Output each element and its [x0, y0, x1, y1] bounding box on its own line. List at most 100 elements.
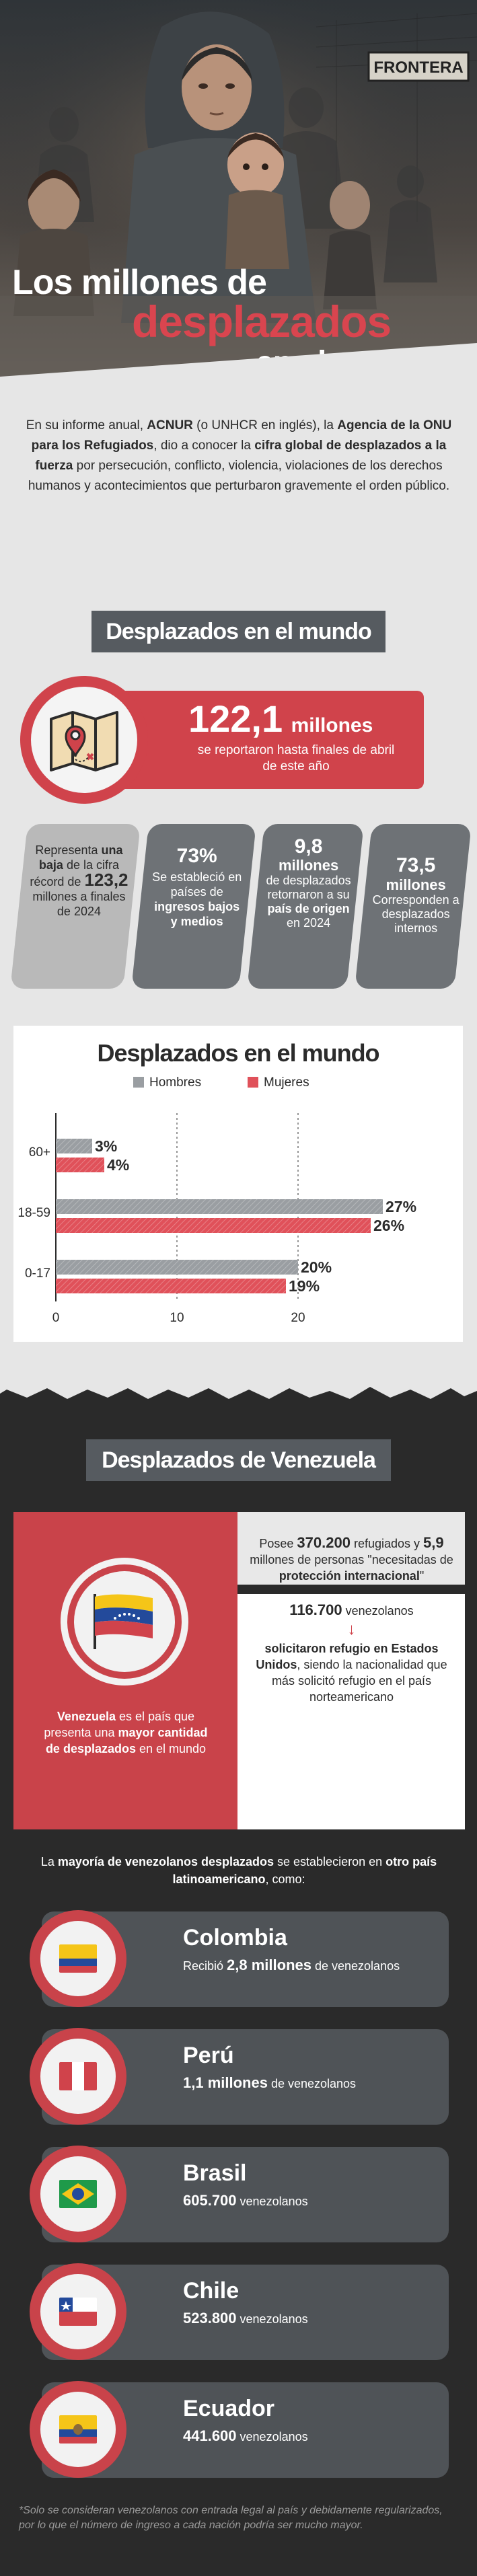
countries-lead: La mayoría de venezolanos desplazados se…	[40, 1853, 437, 1888]
country-name: Chile	[183, 2278, 240, 2304]
card-number: 123,2	[84, 870, 129, 890]
text: , como:	[265, 1872, 305, 1886]
x-tick-label: 0	[52, 1311, 60, 1325]
text: millones de personas "necesitadas de	[250, 1553, 453, 1566]
flag-badge	[30, 1910, 126, 2007]
text: es el país que presenta una	[44, 1710, 195, 1739]
card-bold: país de origen	[267, 902, 350, 915]
country-desc: 523.800 venezolanos	[183, 2310, 425, 2327]
chart-title: Desplazados en el mundo	[97, 1039, 379, 1067]
card-text: en 2024	[287, 916, 331, 930]
card-text: de desplazados retornaron a su	[266, 874, 351, 901]
section-title-world: Desplazados en el mundo	[91, 611, 386, 652]
text: venezolanos	[236, 2195, 308, 2208]
text: venezolanos	[342, 1604, 414, 1618]
venezuela-usa-box	[237, 1594, 465, 1829]
card-number: 73%	[176, 845, 217, 867]
country-value: 605.700	[183, 2192, 237, 2209]
stat-card-3: 9,8 millones de desplazados retornaron a…	[247, 824, 364, 989]
intro-text: por persecución, conflicto, violencia, v…	[28, 459, 450, 493]
card-unit: millones	[278, 857, 339, 874]
card-text: Se estableció en países de	[152, 870, 242, 899]
card-text: millones a finales de 2024	[32, 890, 126, 918]
bar-mujeres	[56, 1218, 371, 1233]
country-name: Perú	[183, 2043, 234, 2068]
peru-flag-icon	[59, 2062, 97, 2090]
intro-text: , dio a conocer la	[153, 439, 255, 453]
map-icon	[50, 711, 118, 771]
hero-title-line2: desplazados	[132, 297, 392, 346]
text: de venezolanos	[267, 2077, 357, 2090]
data-label: 20%	[301, 1258, 332, 1276]
data-label: 26%	[373, 1217, 404, 1234]
text-bold: protección internacional	[279, 1569, 420, 1583]
bar-chart: Desplazados en el mundo Hombres Mujeres 0 10…	[17, 1039, 416, 1325]
venezuela-main-text: Venezuela es el país que presenta una ma…	[42, 1708, 210, 1757]
country-desc: 1,1 millones de venezolanos	[183, 2075, 425, 2092]
category-label: 0-17	[25, 1266, 50, 1281]
card-number: 9,8	[294, 835, 323, 858]
country-card-colombia: Colombia Recibió 2,8 millones de venezol…	[30, 1910, 449, 2007]
intro-bold: ACNUR	[147, 418, 193, 432]
sign-text: FRONTERA	[373, 59, 463, 77]
category-label: 18-59	[17, 1206, 50, 1220]
big-stat-caption: se reportaron hasta finales de abril de …	[197, 743, 395, 773]
text: en el mundo	[135, 1742, 207, 1755]
intro-bold: cifra global de desplazados a la fuerza	[35, 439, 447, 473]
flag-badge	[30, 2381, 126, 2478]
text-bold: mayor cantidad de desplazados	[45, 1726, 208, 1755]
bar-hombres	[56, 1139, 92, 1153]
x-tick-label: 20	[291, 1311, 305, 1325]
stat-card-1: Representa una baja de la cifra récord d…	[10, 824, 141, 989]
venezuela-flag-icon	[94, 1594, 153, 1649]
text: La	[40, 1855, 58, 1868]
text: refugiados y	[350, 1537, 424, 1550]
bar-mujeres	[56, 1279, 286, 1293]
bar-hombres	[56, 1260, 298, 1275]
flag-badge	[30, 2263, 126, 2360]
country-name: Colombia	[183, 1925, 287, 1950]
x-tick-label: 10	[170, 1311, 184, 1325]
legend-swatch	[248, 1077, 258, 1088]
country-value: 441.600	[183, 2427, 237, 2444]
data-label: 19%	[289, 1277, 320, 1295]
hero-divider	[0, 343, 477, 377]
card-text: Corresponden a desplazados internos	[372, 893, 460, 935]
venezuela-refugees-text: Posee 370.200 refugiados y 5,9 millones …	[249, 1535, 454, 1584]
country-desc: 605.700 venezolanos	[183, 2193, 425, 2209]
data-label: 4%	[107, 1156, 129, 1174]
card-bold: ingresos bajos y medios	[154, 900, 240, 928]
section-title-venezuela: Desplazados de Venezuela	[86, 1439, 391, 1481]
torn-edge	[0, 1379, 477, 1426]
legend-swatch	[133, 1077, 144, 1088]
frontera-sign	[367, 51, 470, 82]
bar-mujeres	[56, 1158, 104, 1172]
data-label: 3%	[95, 1137, 117, 1155]
big-number: 122,1	[188, 697, 283, 740]
card-number: 73,5	[396, 854, 436, 876]
card-unit: millones	[386, 876, 446, 893]
flag-badge	[30, 2028, 126, 2125]
hero-image: FRONTERA	[0, 0, 477, 377]
country-card-ecuador: Ecuador 441.600 venezolanos	[30, 2381, 449, 2478]
footnote: *Solo se consideran venezolanos con entr…	[19, 2505, 443, 2531]
country-value: 523.800	[183, 2310, 237, 2326]
text: se establecieron en	[274, 1855, 386, 1868]
colombia-flag-icon	[59, 1944, 97, 1973]
country-desc: Recibió 2,8 millones de venezolanos	[183, 1957, 425, 1974]
intro-bold: Agencia de la ONU para los Refugiados	[31, 418, 452, 453]
text-bold: mayoría de venezolanos desplazados	[57, 1855, 274, 1868]
country-desc: 441.600 venezolanos	[183, 2428, 425, 2445]
text-bold: Venezuela	[57, 1710, 116, 1723]
category-label: 60+	[29, 1145, 50, 1160]
text: "	[419, 1569, 425, 1583]
country-name: Ecuador	[183, 2396, 275, 2421]
country-card-peru: Perú 1,1 millones de venezolanos	[30, 2028, 449, 2125]
card-text: Representa	[35, 843, 102, 857]
map-badge	[20, 676, 148, 804]
bar-hombres	[56, 1199, 383, 1214]
stat-card-4: 73,5 millones Corresponden a desplazados…	[355, 824, 472, 989]
refugees-illustration: FRONTERA	[0, 0, 477, 377]
country-card-chile: Chile 523.800 venezolanos	[30, 2263, 449, 2360]
text-bold: 5,9	[423, 1534, 444, 1551]
